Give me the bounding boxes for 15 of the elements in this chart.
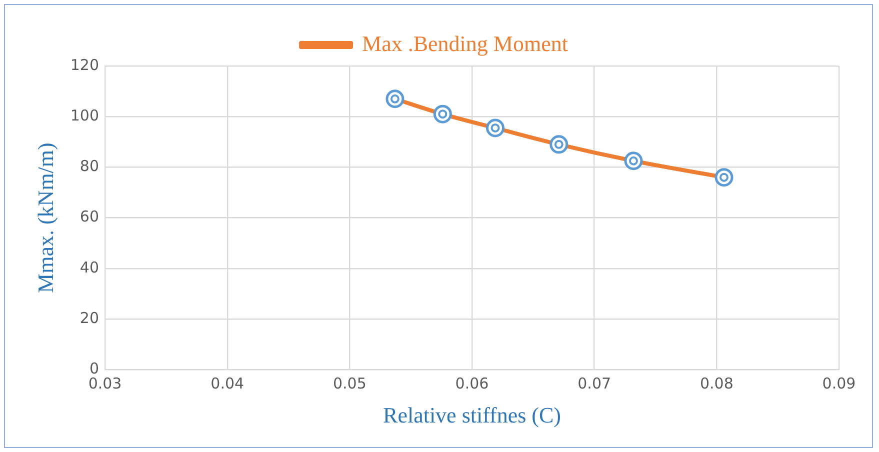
legend-label: Max .Bending Moment [362, 30, 568, 56]
y-tick-label: 20 [80, 308, 100, 327]
x-axis-title: Relative stiffnes (C) [383, 402, 562, 428]
y-tick-label: 40 [80, 258, 100, 276]
x-tick-label: 0.06 [455, 374, 489, 392]
y-tick-label: 60 [80, 208, 100, 226]
x-tick-label: 0.04 [210, 374, 244, 392]
x-tick-label: 0.09 [822, 374, 856, 392]
y-axis-title: Mmax. (kNm/m) [32, 142, 58, 293]
x-tick-label: 0.07 [578, 374, 612, 392]
y-tick-label: 120 [70, 56, 100, 74]
y-tick-label: 80 [80, 157, 100, 176]
y-tick-label: 100 [70, 106, 100, 124]
x-tick-label: 0.08 [700, 374, 734, 392]
x-tick-label: 0.05 [332, 374, 366, 392]
